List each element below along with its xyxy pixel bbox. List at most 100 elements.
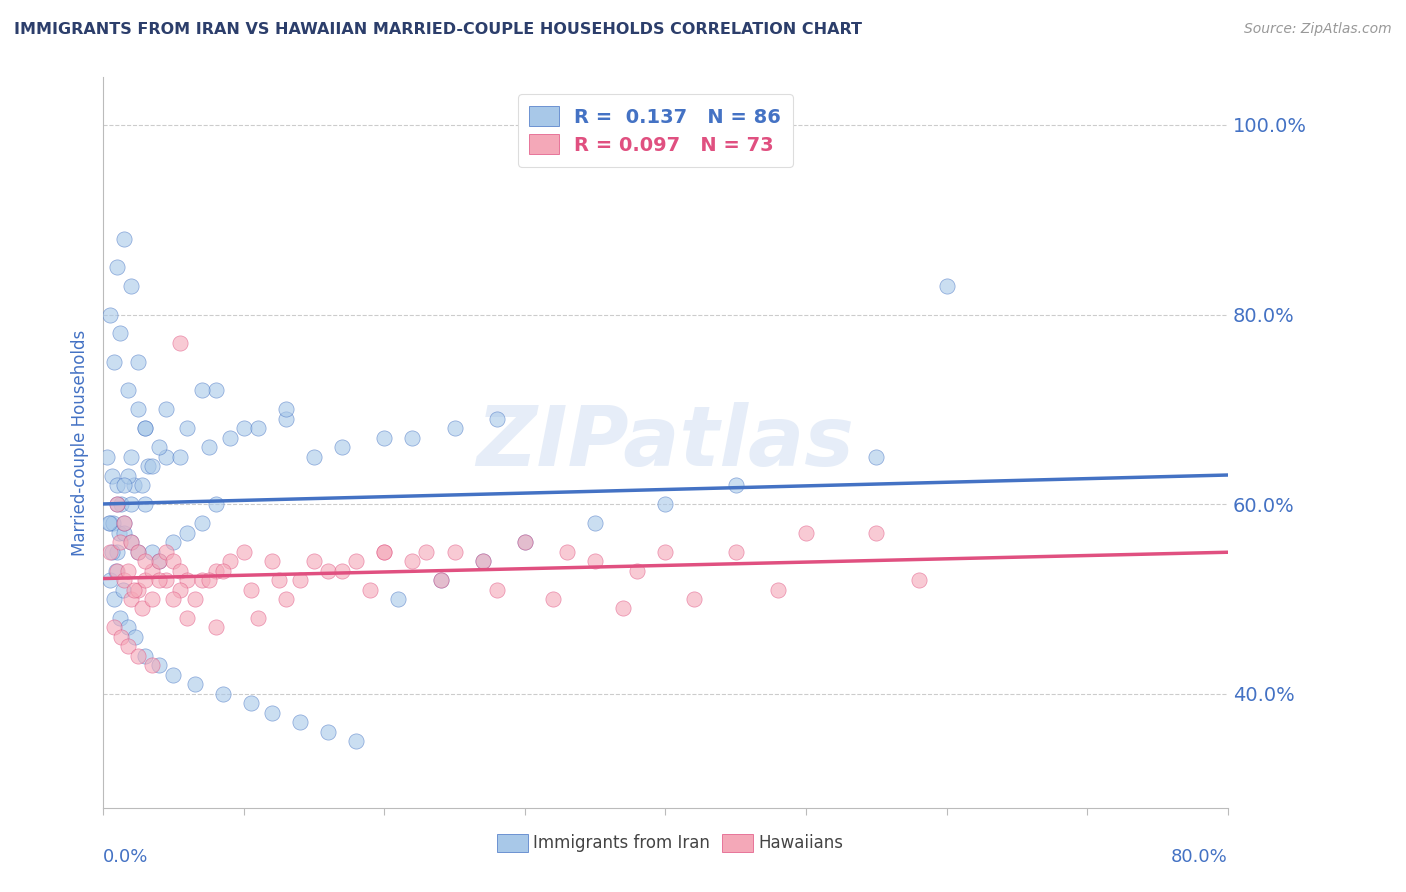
Point bbox=[98, 544, 121, 558]
Point bbox=[724, 544, 747, 558]
Point bbox=[176, 573, 198, 587]
Point bbox=[401, 554, 423, 568]
Point bbox=[197, 440, 219, 454]
Point bbox=[105, 260, 128, 274]
Point bbox=[131, 601, 153, 615]
Point bbox=[97, 516, 120, 530]
Point bbox=[443, 421, 465, 435]
Point bbox=[111, 582, 134, 597]
Point bbox=[260, 706, 283, 720]
Point bbox=[373, 544, 395, 558]
Point bbox=[100, 544, 122, 558]
Point bbox=[183, 592, 205, 607]
Text: Hawaiians: Hawaiians bbox=[758, 834, 844, 852]
Point bbox=[134, 497, 156, 511]
Point bbox=[330, 440, 353, 454]
Point bbox=[373, 544, 395, 558]
Point bbox=[155, 573, 177, 587]
Point bbox=[654, 497, 676, 511]
Point bbox=[101, 516, 124, 530]
Point bbox=[612, 601, 634, 615]
Point bbox=[110, 630, 132, 644]
Point bbox=[204, 564, 226, 578]
Point bbox=[96, 450, 118, 464]
Point bbox=[218, 554, 240, 568]
Point bbox=[141, 592, 163, 607]
Point bbox=[98, 516, 121, 530]
Point bbox=[239, 696, 262, 710]
Point bbox=[401, 431, 423, 445]
Point bbox=[98, 573, 121, 587]
Point bbox=[583, 516, 606, 530]
Text: IMMIGRANTS FROM IRAN VS HAWAIIAN MARRIED-COUPLE HOUSEHOLDS CORRELATION CHART: IMMIGRANTS FROM IRAN VS HAWAIIAN MARRIED… bbox=[14, 22, 862, 37]
Point bbox=[162, 554, 184, 568]
Point bbox=[148, 554, 170, 568]
Point bbox=[766, 582, 789, 597]
Point bbox=[134, 648, 156, 663]
Point bbox=[169, 335, 191, 350]
Legend: R =  0.137   N = 86, R = 0.097   N = 73: R = 0.137 N = 86, R = 0.097 N = 73 bbox=[517, 95, 793, 167]
Point bbox=[134, 573, 156, 587]
Point bbox=[148, 440, 170, 454]
Point bbox=[120, 592, 142, 607]
Point bbox=[108, 326, 131, 341]
Point bbox=[169, 450, 191, 464]
Point bbox=[302, 554, 325, 568]
Text: 0.0%: 0.0% bbox=[103, 847, 149, 866]
Point bbox=[117, 620, 139, 634]
Point bbox=[136, 459, 159, 474]
Y-axis label: Married-couple Households: Married-couple Households bbox=[72, 329, 89, 556]
Point bbox=[513, 535, 536, 549]
Point bbox=[794, 525, 817, 540]
Text: 80.0%: 80.0% bbox=[1171, 847, 1227, 866]
Point bbox=[127, 582, 149, 597]
Text: Immigrants from Iran: Immigrants from Iran bbox=[533, 834, 710, 852]
Point bbox=[127, 355, 149, 369]
Point bbox=[555, 544, 578, 558]
Point bbox=[654, 544, 676, 558]
Point bbox=[117, 384, 139, 398]
Point bbox=[288, 715, 311, 730]
Point bbox=[288, 573, 311, 587]
Point bbox=[112, 516, 135, 530]
Point bbox=[429, 573, 451, 587]
Point bbox=[274, 592, 297, 607]
Point bbox=[935, 279, 957, 293]
Point bbox=[443, 544, 465, 558]
Point bbox=[122, 478, 145, 492]
Point bbox=[359, 582, 381, 597]
Point bbox=[141, 658, 163, 673]
Point bbox=[103, 620, 125, 634]
Point bbox=[232, 421, 254, 435]
Point bbox=[316, 724, 339, 739]
Point bbox=[105, 544, 128, 558]
Point bbox=[169, 582, 191, 597]
Point bbox=[169, 564, 191, 578]
Point bbox=[105, 564, 128, 578]
Point bbox=[204, 620, 226, 634]
Point bbox=[120, 279, 142, 293]
Point bbox=[127, 544, 149, 558]
Point bbox=[330, 564, 353, 578]
Point bbox=[239, 582, 262, 597]
Point bbox=[105, 497, 128, 511]
Point bbox=[513, 535, 536, 549]
Point bbox=[471, 554, 494, 568]
Point bbox=[148, 573, 170, 587]
Point bbox=[267, 573, 290, 587]
Point bbox=[141, 459, 163, 474]
Point bbox=[218, 431, 240, 445]
Point bbox=[626, 564, 648, 578]
Point bbox=[103, 355, 125, 369]
Point bbox=[415, 544, 437, 558]
Point bbox=[162, 668, 184, 682]
Point bbox=[105, 478, 128, 492]
Point bbox=[112, 232, 135, 246]
Point bbox=[541, 592, 564, 607]
Point bbox=[155, 450, 177, 464]
Point bbox=[211, 564, 233, 578]
Point bbox=[120, 535, 142, 549]
Point bbox=[485, 412, 508, 426]
Point bbox=[127, 648, 149, 663]
Point bbox=[120, 450, 142, 464]
